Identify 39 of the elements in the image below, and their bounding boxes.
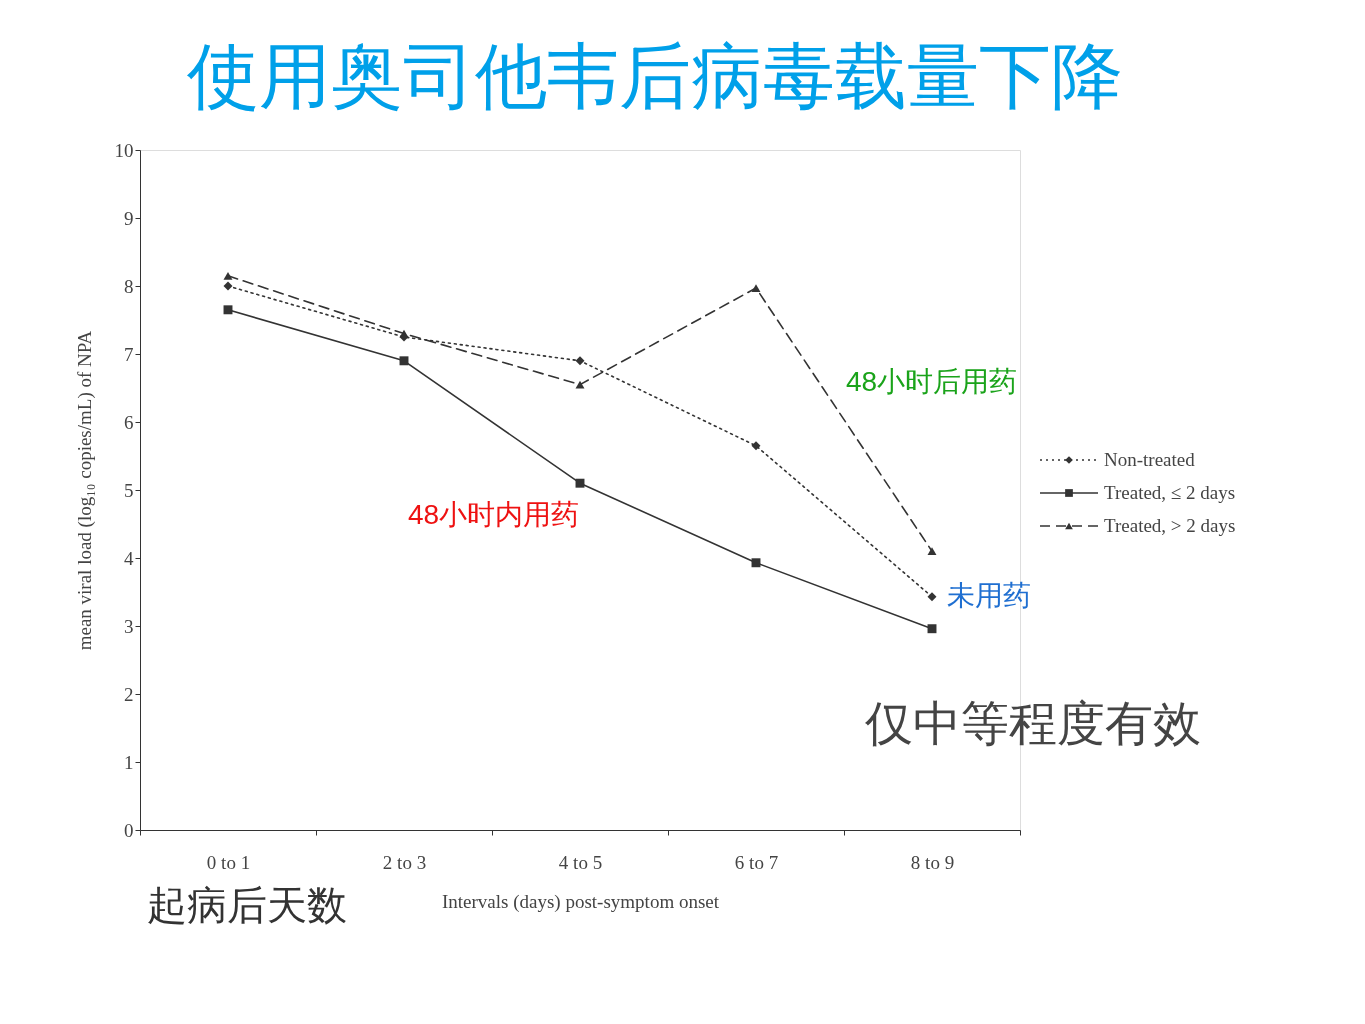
annotation: 未用药 (947, 579, 1031, 611)
y-tick-label: 3 (124, 615, 134, 637)
x-axis-title: Intervals (days) post-symptom onset (441, 890, 720, 913)
y-axis-title: mean viral load (log₁₀ copies/mL) of NPA (73, 330, 96, 651)
x-tick-label: 8 to 9 (910, 851, 955, 873)
point (927, 547, 937, 556)
point (575, 478, 585, 488)
legend-label: Treated, > 2 days (1104, 515, 1236, 536)
point (223, 281, 233, 291)
point (751, 284, 761, 292)
y-tick-label: 9 (124, 207, 134, 229)
point (399, 356, 409, 366)
x-tick-label: 6 to 7 (734, 851, 779, 873)
point (927, 624, 937, 634)
y-tick-label: 5 (124, 479, 134, 501)
y-tick-label: 7 (124, 343, 134, 365)
y-tick-label: 4 (124, 547, 134, 569)
point (751, 441, 761, 451)
point (223, 305, 233, 315)
x-tick-label: 2 to 3 (382, 851, 427, 873)
point (927, 592, 937, 602)
annotation: 48小时后用药 (846, 366, 1018, 397)
point (575, 356, 585, 366)
text: 起病后天数 (147, 883, 347, 927)
y-tick-label: 2 (124, 683, 134, 705)
chart-title: 使用奥司他韦后病毒载量下降 (187, 36, 1123, 116)
point (751, 558, 761, 568)
y-tick-label: 0 (124, 819, 134, 841)
x-tick-label: 4 to 5 (558, 851, 603, 873)
point (223, 271, 233, 280)
y-tick-label: 6 (124, 411, 134, 433)
y-tick-label: 1 (124, 751, 134, 773)
legend-label: Non-treated (1104, 449, 1196, 470)
legend-label: Treated, ≤ 2 days (1104, 482, 1236, 503)
annotation: 48小时内用药 (408, 499, 580, 530)
annotation: 仅中等程度有效 (865, 697, 1201, 750)
y-tick-label: 8 (124, 275, 134, 297)
x-tick-label: 0 to 1 (206, 851, 251, 873)
y-tick-label: 10 (114, 139, 134, 161)
